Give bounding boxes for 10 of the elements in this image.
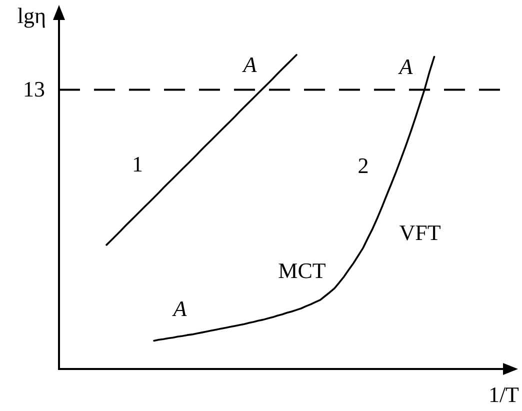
y-axis-title: lgη [17, 2, 46, 28]
text: 13 [23, 76, 45, 102]
series-label: 2 [358, 153, 369, 178]
annotation: VFT [399, 220, 442, 245]
annotation: A [171, 296, 188, 321]
annotation: A [241, 52, 258, 77]
annotation: A [397, 54, 414, 79]
x-axis-title: 1/T [488, 382, 520, 407]
annotation: MCT [278, 258, 326, 283]
series-label: 1 [132, 152, 143, 177]
